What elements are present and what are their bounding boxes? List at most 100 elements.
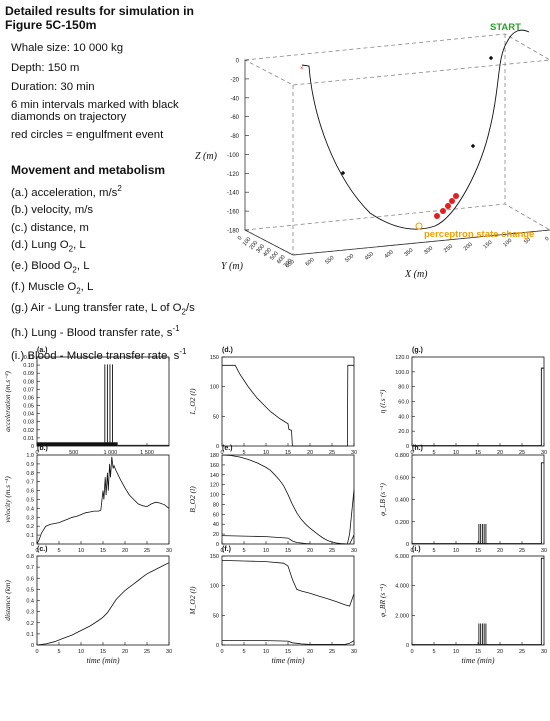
series-line xyxy=(36,456,170,545)
y-axis-label: B_O2 (l) xyxy=(188,486,197,513)
x-tick-label: 600 xyxy=(305,257,316,268)
series-line xyxy=(222,640,355,645)
x-tick-label: 10 xyxy=(263,548,269,554)
x-tick-label: 30 xyxy=(166,548,172,554)
y-axis-line xyxy=(244,229,294,256)
y-tick-label: 0.02 xyxy=(23,428,34,434)
y-tick-label: 180 xyxy=(210,453,219,459)
panel-b: (b.)00.10.20.30.40.50.60.70.80.91.00 5 10 1… xyxy=(3,445,172,554)
y-tick-label: 20.0 xyxy=(398,429,409,435)
x-tick-label: 5 xyxy=(242,649,245,655)
info-whale-size: Whale size: 10 000 kg xyxy=(11,42,124,54)
movement-list: (a.) acceleration, m/s2 (b.) velocity, m/… xyxy=(11,180,195,365)
y-tick-label: 100 xyxy=(210,493,219,499)
x-tick-label: 15 xyxy=(475,450,481,456)
x-axis-line xyxy=(292,229,550,256)
y-tick-label: 100 xyxy=(210,385,219,391)
start-label: START xyxy=(490,22,521,33)
series-line xyxy=(221,454,355,545)
y-tick-label: 0.5 xyxy=(26,498,34,504)
y-tick-label: 0.8 xyxy=(26,471,34,477)
y-tick-label: 0.7 xyxy=(26,480,34,486)
y-tick-label: 0.09 xyxy=(23,371,34,377)
x-tick-label: 15 xyxy=(285,548,291,554)
movement-item-suffix: , L xyxy=(73,239,86,252)
info-red-circles: red circles = engulfment event xyxy=(11,129,164,141)
x-tick-label: 650 xyxy=(285,259,296,270)
y-axis-label: Y (m) xyxy=(221,261,244,272)
step-line xyxy=(540,557,544,645)
y-tick-label: 0 xyxy=(237,235,244,241)
y-tick-label: 0.4 xyxy=(26,506,34,512)
y-tick-label: 60 xyxy=(213,512,219,518)
top-face xyxy=(243,33,550,86)
x-tick-label: 10 xyxy=(78,548,84,554)
movement-item-text: (c.) distance, m xyxy=(11,221,89,234)
y-tick-label: 0.7 xyxy=(26,565,34,571)
y-tick-label: 140 xyxy=(210,473,219,479)
x-tick-label: 30 xyxy=(166,649,172,655)
x-tick-label: 20 xyxy=(497,548,503,554)
engulfment-circle xyxy=(449,198,455,204)
y-tick-label: 50 xyxy=(213,613,219,619)
y-tick-label: 120.0 xyxy=(395,355,409,361)
y-tick-label: 6.000 xyxy=(395,554,409,560)
x-tick-label: 10 xyxy=(453,649,459,655)
y-tick-label: 0 xyxy=(31,542,34,548)
superscript: -1 xyxy=(179,346,187,356)
x-tick-label: 25 xyxy=(144,548,150,554)
movement-item: (c.) distance, m xyxy=(11,220,195,238)
x-tick-label: 300 xyxy=(423,245,434,256)
panel-label: (c.) xyxy=(37,546,48,553)
x-tick-label: 20 xyxy=(497,450,503,456)
x-tick-label: 1 500 xyxy=(140,450,154,456)
y-tick-label: 2.000 xyxy=(395,613,409,619)
movement-item-text: (a.) acceleration, m/s xyxy=(11,186,118,199)
y-axis-label: velocity (m.s⁻¹) xyxy=(3,476,12,523)
y-tick-label: 0.05 xyxy=(23,404,34,410)
x-tick-label: 0 xyxy=(220,548,223,554)
x-tick-label: 20 xyxy=(122,649,128,655)
x-tick-label: 150 xyxy=(483,240,494,251)
x-axis-label: time (min) xyxy=(461,656,494,665)
x-tick-label: 200 xyxy=(463,242,474,253)
y-tick-label: 80.0 xyxy=(398,385,409,391)
x-tick-label: 5 xyxy=(432,548,435,554)
panel-label: (e.) xyxy=(222,445,233,452)
y-tick-label: 0 xyxy=(216,643,219,649)
x-tick-label: 30 xyxy=(541,649,547,655)
x-tick-label: 400 xyxy=(384,249,395,260)
y-tick-label: 0 xyxy=(31,444,34,450)
y-tick-label: 100.0 xyxy=(395,370,409,376)
panel-frame xyxy=(411,454,545,545)
x-tick-label: 0 xyxy=(410,649,413,655)
x-tick-label: 10 xyxy=(263,450,269,456)
panel-label: (h.) xyxy=(412,445,423,452)
superscript: -1 xyxy=(172,324,180,334)
panel-label: (a.) xyxy=(37,347,48,354)
y-tick-label: 200 xyxy=(249,240,260,251)
z-axis-label: Z (m) xyxy=(195,151,218,162)
page-title: Detailed results for simulation in Figur… xyxy=(5,4,205,32)
movement-heading: Movement and metabolism xyxy=(11,163,166,177)
y-tick-label: 150 xyxy=(210,554,219,560)
x-tick-label: 30 xyxy=(351,450,357,456)
x-tick-label: 5 xyxy=(432,649,435,655)
y-tick-label: 0.03 xyxy=(23,420,34,426)
perceptron-circle xyxy=(415,222,423,230)
y-tick-label: 0.200 xyxy=(395,520,409,526)
movement-item: (g.) Air - Lung transfer rate, L of O2/s xyxy=(11,300,195,321)
x-tick-label: 0 xyxy=(410,450,413,456)
z-tick-label: -180 xyxy=(227,229,240,235)
x-tick-label: 30 xyxy=(351,548,357,554)
x-tick-label: 20 xyxy=(307,649,313,655)
z-tick-label: -40 xyxy=(230,96,239,102)
panel-frame xyxy=(221,454,355,545)
y-tick-label: 40 xyxy=(213,522,219,528)
movement-item: (e.) Blood O2, L xyxy=(11,258,195,279)
title-line-2: Figure 5C-150m xyxy=(5,18,97,32)
